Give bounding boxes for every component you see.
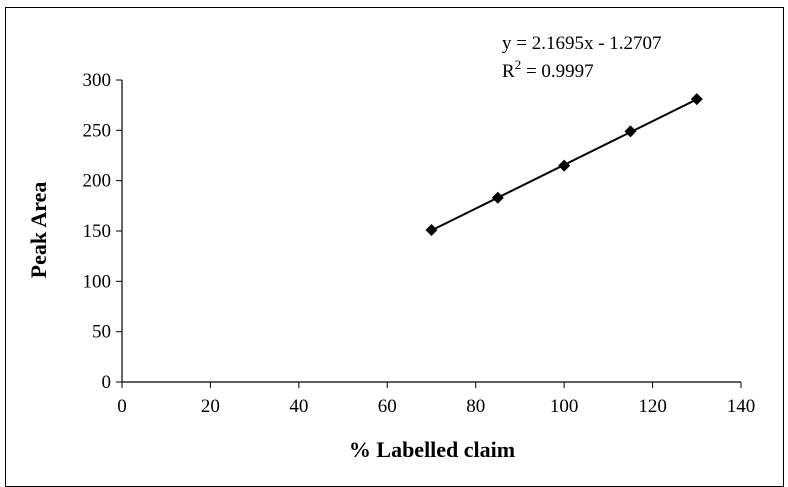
r-squared-exponent: 2 <box>515 57 522 72</box>
ticks: 0 50 100 150 200 250 300 0 20 40 60 80 100 120 140 <box>83 70 756 417</box>
x-tick-label: 80 <box>466 396 485 417</box>
y-tick-label: 50 <box>92 322 111 343</box>
y-tick-label: 100 <box>83 271 112 292</box>
r-squared-label: R2 = 0.9997 <box>502 57 594 82</box>
data-points <box>425 93 703 236</box>
data-point <box>491 191 504 204</box>
x-tick-label: 100 <box>550 396 579 417</box>
r-squared-value: = 0.9997 <box>521 61 593 82</box>
y-tick-label: 200 <box>83 171 112 192</box>
x-tick-label: 120 <box>638 396 667 417</box>
r-squared-prefix: R <box>502 61 515 82</box>
data-point <box>425 223 438 236</box>
data-point <box>690 93 703 106</box>
x-tick-label: 60 <box>378 396 397 417</box>
x-tick-label: 20 <box>201 396 220 417</box>
y-tick-label: 300 <box>83 70 112 91</box>
x-axis-title: % Labelled claim <box>349 437 515 462</box>
y-tick-label: 250 <box>83 120 112 141</box>
data-point <box>624 125 637 138</box>
y-axis-title: Peak Area <box>26 182 51 279</box>
chart-frame: 0 50 100 150 200 250 300 0 20 40 60 80 100 120 140 % L… <box>5 7 784 487</box>
x-tick-label: 40 <box>289 396 308 417</box>
trendline-equation: y = 2.1695x - 1.2707 <box>502 33 662 54</box>
data-point <box>558 159 571 172</box>
x-tick-label: 0 <box>117 396 127 417</box>
y-tick-label: 0 <box>102 372 112 393</box>
x-tick-label: 140 <box>727 396 756 417</box>
y-tick-label: 150 <box>83 221 112 242</box>
